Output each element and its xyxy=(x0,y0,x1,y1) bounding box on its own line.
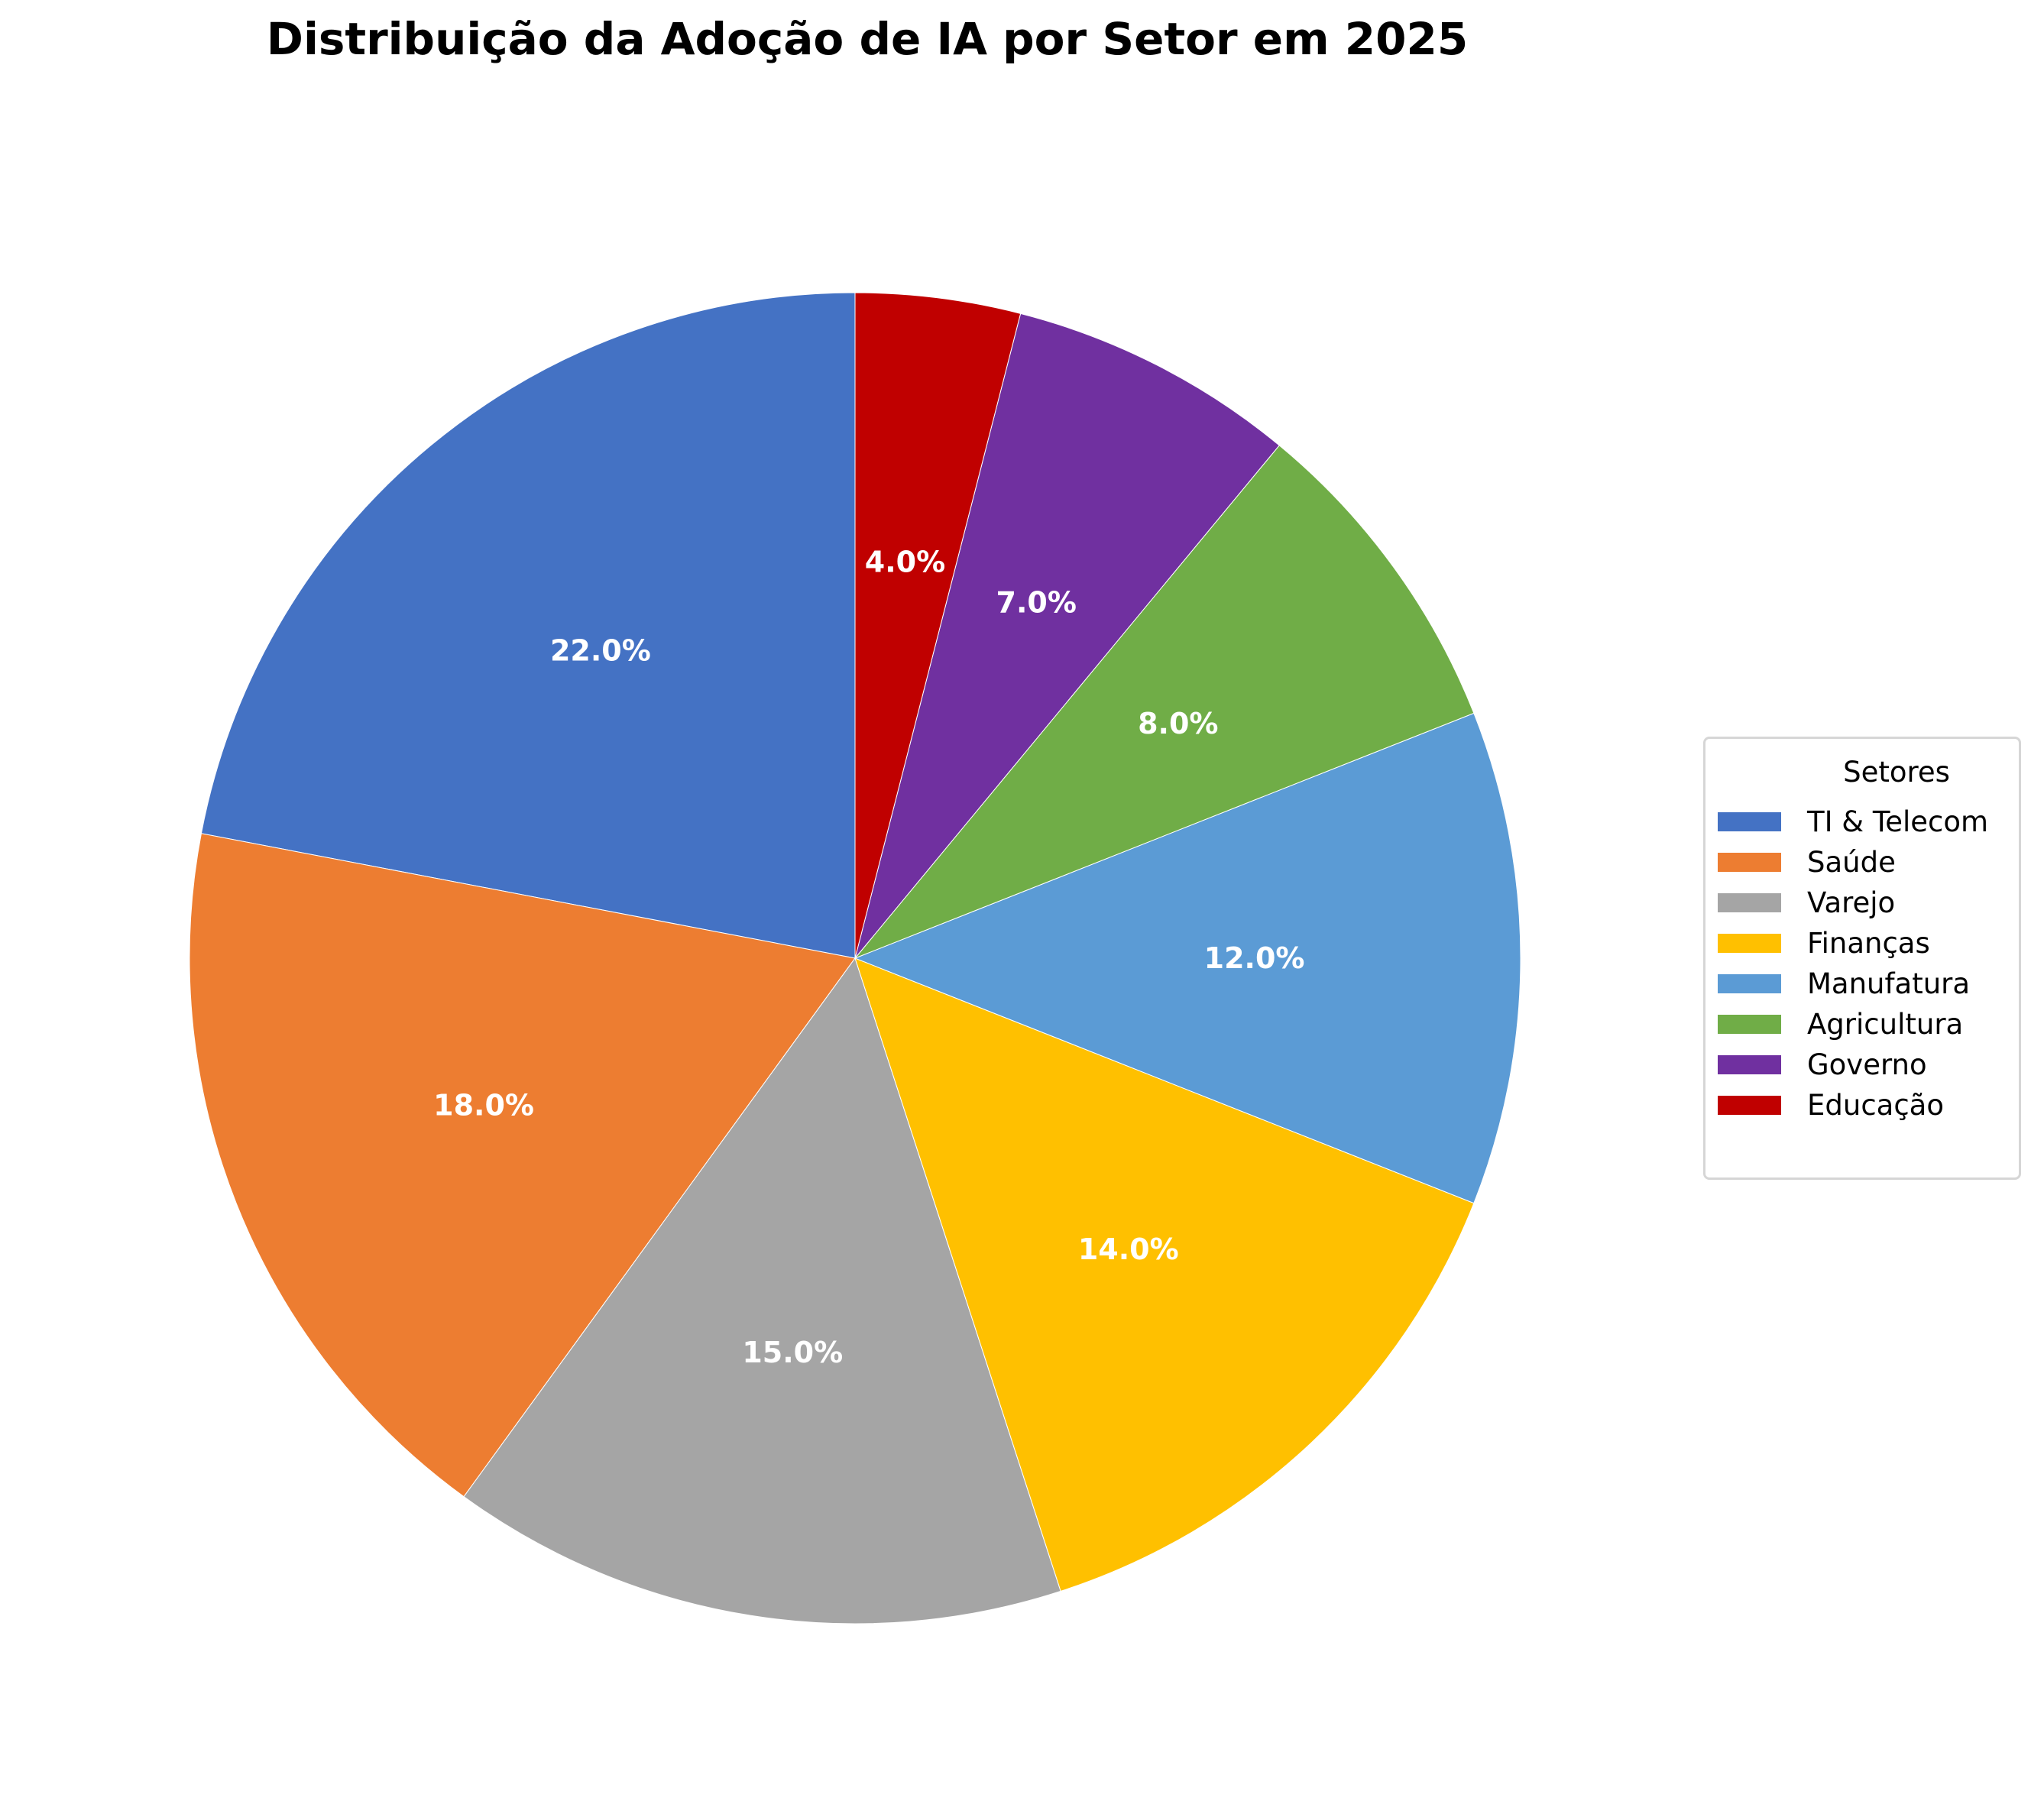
slice-percent-label: 4.0% xyxy=(865,546,945,579)
legend-label: Varejo xyxy=(1807,886,1896,919)
legend-item-educacao: Educação xyxy=(1718,1086,1944,1124)
legend-item-saude: Saúde xyxy=(1718,843,1896,881)
legend-swatch xyxy=(1718,852,1781,872)
pie-slice-sa-de xyxy=(189,833,856,1498)
legend-swatch xyxy=(1718,1095,1781,1115)
pie-slice-varejo xyxy=(463,957,1061,1625)
legend-label: Saúde xyxy=(1807,845,1896,879)
legend-label: Educação xyxy=(1807,1088,1944,1122)
legend-item-governo: Governo xyxy=(1718,1045,1927,1084)
legend-item-manufatura: Manufatura xyxy=(1718,964,1970,1003)
pie-slice-manufatura xyxy=(854,712,1521,1204)
legend-swatch xyxy=(1718,1014,1781,1034)
pie-slice-governo xyxy=(854,313,1280,959)
legend-title: Setores xyxy=(1843,756,1950,789)
slice-percent-label: 7.0% xyxy=(996,585,1077,619)
legend-label: Governo xyxy=(1807,1048,1927,1081)
pie-slice-ti-telecom xyxy=(200,292,856,959)
slice-percent-label: 18.0% xyxy=(433,1088,534,1122)
legend-label: Manufatura xyxy=(1807,967,1971,1000)
legend-item-ti-telecom: TI & Telecom xyxy=(1718,802,1988,841)
legend-item-agricultura: Agricultura xyxy=(1718,1005,1963,1043)
pie-slice-educa-o xyxy=(854,292,1022,959)
legend-label: TI & Telecom xyxy=(1807,805,1989,838)
legend-swatch xyxy=(1718,892,1781,912)
legend-label: Agricultura xyxy=(1807,1007,1964,1041)
legend: Setores TI & Telecom Saúde Varejo Finanç… xyxy=(1703,737,2021,1180)
slice-percent-label: 14.0% xyxy=(1078,1233,1179,1266)
pie-slices xyxy=(189,292,1521,1625)
slice-percent-label: 8.0% xyxy=(1138,707,1218,740)
pie-slice-finan-as xyxy=(854,957,1475,1592)
legend-item-varejo: Varejo xyxy=(1718,883,1895,922)
legend-swatch xyxy=(1718,811,1781,831)
legend-label: Finanças xyxy=(1807,926,1930,960)
legend-swatch xyxy=(1718,1054,1781,1074)
legend-swatch xyxy=(1718,973,1781,993)
legend-item-financas: Finanças xyxy=(1718,924,1930,962)
chart-title: Distribuição da Adoção de IA por Setor e… xyxy=(266,13,1469,65)
slice-percent-label: 12.0% xyxy=(1204,941,1305,975)
slice-percent-label: 15.0% xyxy=(742,1336,843,1369)
legend-swatch xyxy=(1718,933,1781,953)
pie-slice-agricultura xyxy=(854,445,1475,959)
slice-percent-label: 22.0% xyxy=(550,633,651,667)
pie-labels: 22.0% 18.0% 15.0% 14.0% 12.0% 8.0% 7.0% 4.0% xyxy=(433,546,1304,1370)
